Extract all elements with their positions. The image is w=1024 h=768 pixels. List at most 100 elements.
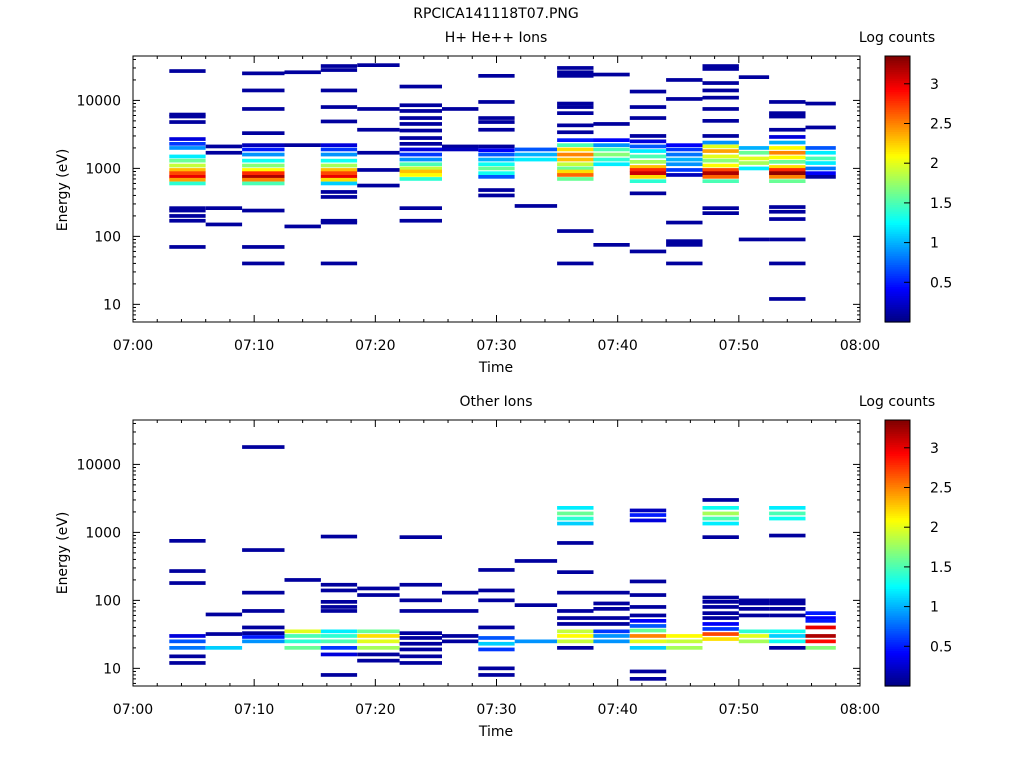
heatmap-cell [666,152,703,157]
colorbar-tick-label: 2 [930,520,939,536]
colorbar-segment [885,113,910,117]
heatmap-cell [593,122,630,126]
colorbar-segment [885,526,910,530]
heatmap-cell [320,673,358,677]
heatmap-cell [702,134,739,138]
heatmap-cell [629,154,667,159]
heatmap-cell [557,70,594,75]
colorbar-segment [885,422,910,426]
heatmap-cell [769,639,806,644]
colorbar-segment [885,317,910,321]
colorbar-segment [885,220,910,223]
heatmap-cell [399,157,442,162]
heatmap-cell [805,619,836,623]
heatmap-cell [629,508,667,513]
heatmap-cell [593,622,630,626]
heatmap-cell [357,634,400,638]
heatmap-cell [169,146,206,150]
colorbar-segment [885,497,910,501]
colorbar-tick-label: 1 [930,236,939,252]
heatmap-cell [357,63,400,67]
colorbar-tick-label: 2.5 [930,116,952,132]
colorbar-segment [885,211,910,214]
y-tick-label: 10 [103,297,121,313]
heatmap-cell [399,647,442,652]
colorbar-segment [885,475,910,479]
heatmap-cell [666,97,703,101]
heatmap-cell [702,88,739,93]
colorbar-segment [885,122,910,126]
heatmap-cell [399,142,442,146]
colorbar-segment [885,657,910,660]
colorbar-segment [885,273,910,277]
colorbar-segment [885,566,910,570]
colorbar-segment [885,517,910,521]
heatmap-cell [629,639,667,644]
heatmap-cell [399,128,442,133]
colorbar-segment [885,213,910,217]
colorbar-segment [885,75,910,79]
colorbar-segment [885,477,910,481]
heatmap-cell [557,162,594,167]
colorbar-segment [885,146,910,150]
heatmap-cell [320,646,358,650]
heatmap-cell [769,114,806,119]
heatmap-cell [169,142,206,146]
heatmap-cell [242,639,285,644]
colorbar-segment [885,98,910,101]
colorbar-segment [885,297,910,301]
colorbar-segment [885,80,910,84]
heatmap-cell [702,158,739,163]
heatmap-cell [242,609,285,613]
colorbar-segment [885,153,910,157]
heatmap-cell [769,135,806,139]
colorbar-segment [885,681,910,685]
heatmap-cell [357,168,400,172]
heatmap-cell [593,607,630,611]
colorbar-segment [885,628,910,632]
heatmap-cell [478,74,515,78]
heatmap-cell [169,175,206,179]
heatmap-cell [478,171,515,175]
colorbar-segment [885,650,910,654]
panel-top-ylabel: Energy (eV) [55,149,71,232]
heatmap-cell [805,125,836,130]
colorbar-segment [885,570,910,574]
colorbar-segment [885,544,910,547]
panel-bottom-colorbar-label: Log counts [859,394,935,410]
colorbar-tick-label: 2 [930,156,939,172]
colorbar-segment [885,610,910,614]
colorbar-segment [885,502,910,505]
heatmap-cell [666,639,703,644]
colorbar-segment [885,118,910,121]
colorbar-segment [885,555,910,559]
colorbar-segment [885,138,910,141]
heatmap-cell [399,535,442,539]
heatmap-cell [357,150,400,155]
colorbar-segment [885,670,910,674]
panel-top-heatmap [169,63,836,301]
colorbar-segment [885,304,910,308]
heatmap-cell [629,139,667,144]
heatmap-cell [320,158,358,163]
heatmap-cell [320,582,358,587]
heatmap-cell [478,666,515,671]
heatmap-cell [399,631,442,635]
colorbar-segment [885,299,910,303]
heatmap-cell [702,206,739,210]
heatmap-cell [205,206,243,210]
heatmap-cell [357,593,400,597]
colorbar-segment [885,630,910,634]
heatmap-cell [557,570,594,574]
colorbar-segment [885,550,910,554]
heatmap-cell [357,629,400,634]
panel-bottom-ylabel: Energy (eV) [55,512,71,595]
heatmap-cell [769,598,806,603]
colorbar-segment [885,162,910,166]
colorbar-segment [885,577,910,581]
colorbar-segment [885,641,910,645]
panel-top-colorbar-label: Log counts [859,30,935,46]
y-tick-label: 100 [94,593,121,609]
heatmap-cell [357,646,400,650]
